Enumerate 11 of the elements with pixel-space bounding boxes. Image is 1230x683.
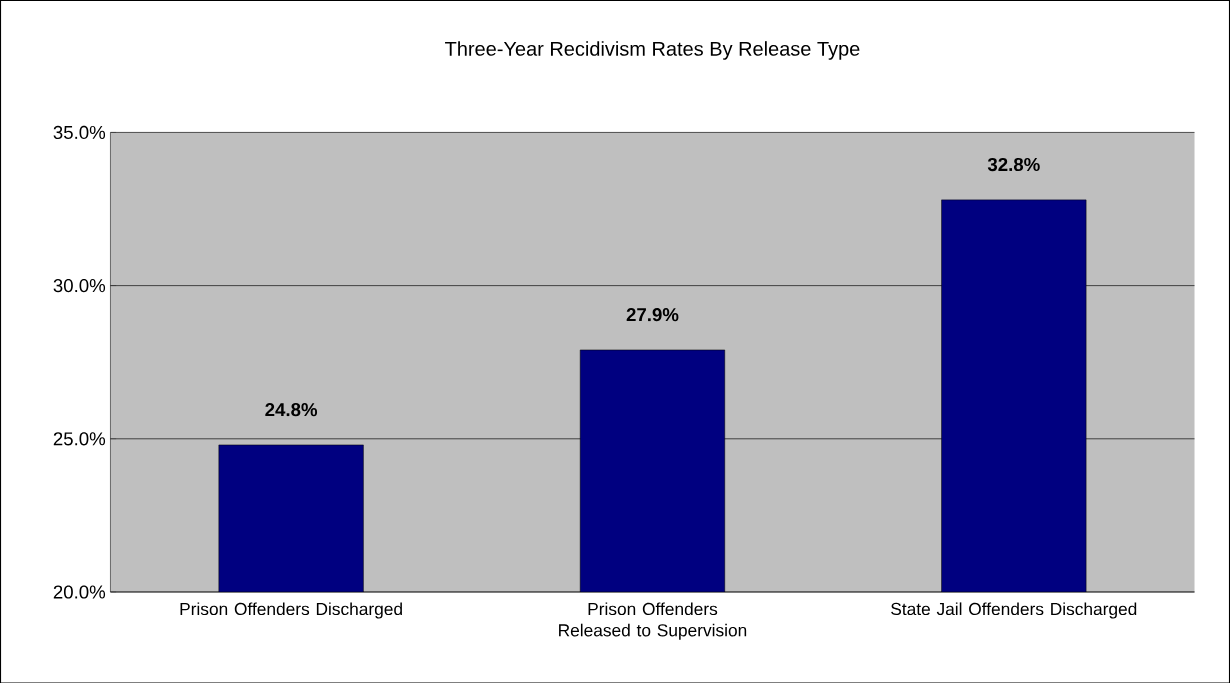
x-tick-label: Prison Offenders Discharged xyxy=(180,602,402,619)
x-tick-label: State Jail Offenders Discharged xyxy=(891,602,1137,619)
y-tick-label: 30.0% xyxy=(53,278,106,292)
y-tick-label: 25.0% xyxy=(53,431,106,446)
chart-title: Three-Year Recidivism Rates By Release Type xyxy=(445,40,860,60)
data-label: 32.8% xyxy=(987,157,1040,171)
y-tick-label: 35.0% xyxy=(53,125,106,139)
y-tick-label: 20.0% xyxy=(53,585,106,599)
x-tick-label: Prison Offenders Released to Supervision xyxy=(559,602,747,640)
data-label: 27.9% xyxy=(626,307,679,322)
data-label: 24.8% xyxy=(265,402,318,417)
